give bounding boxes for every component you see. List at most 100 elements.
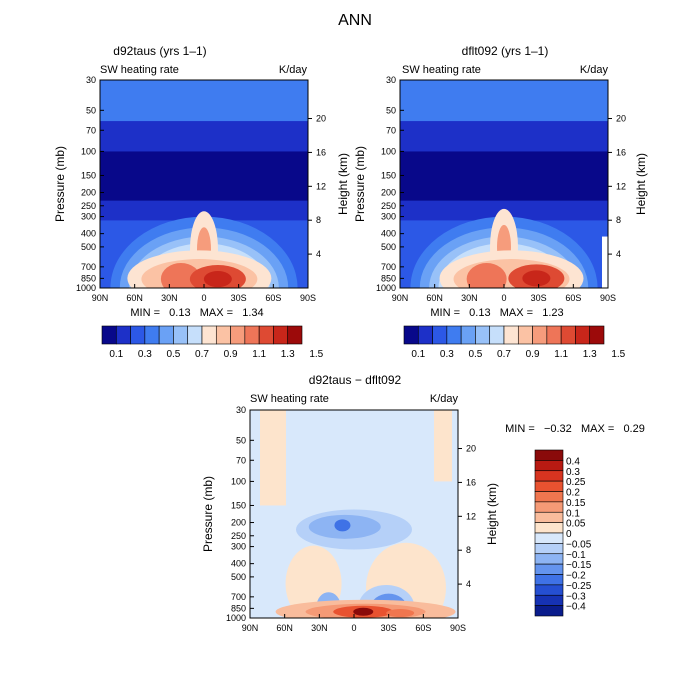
y-axis-label: Pressure (mb) [53, 146, 67, 222]
colorbar-label: −0.25 [566, 581, 592, 592]
contour-field [400, 80, 608, 288]
y-tick-label: 200 [381, 188, 396, 198]
y-axis-right: 20 16 12 8 4 [308, 114, 326, 259]
x-tick-label: 90N [92, 293, 109, 303]
y-right-tick-label: 20 [316, 114, 326, 124]
colorbar-swatch [187, 325, 203, 345]
panel-title: d92taus − dflt092 [309, 373, 402, 387]
colorbar-label: 0.3 [440, 349, 454, 360]
y-tick-label: 200 [81, 188, 96, 198]
y-tick-label: 1000 [76, 283, 96, 293]
strat-band [100, 80, 308, 122]
colorbar-swatch [503, 325, 519, 345]
x-tick-label: 90N [242, 623, 259, 633]
x-tick-label: 60N [426, 293, 443, 303]
x-tick-label: 60S [565, 293, 581, 303]
colorbar-swatch [215, 325, 231, 345]
y-tick-label: 50 [86, 105, 96, 115]
y-axis-label-right: Height (km) [336, 153, 350, 215]
colorbar-swatch [115, 325, 131, 345]
colorbar-label: −0.2 [566, 571, 586, 582]
colorbar: 0.1 0.3 0.5 0.7 0.9 1.1 1.3 1.5 [403, 325, 626, 360]
panel-subtitle-right: K/day [430, 393, 459, 405]
y-tick-label: 100 [231, 476, 246, 486]
y-right-tick-label: 16 [466, 477, 476, 487]
y-tick-label: 500 [231, 572, 246, 582]
y-axis-label: Pressure (mb) [201, 476, 215, 552]
colorbar-swatch [534, 449, 564, 461]
y-tick-label: 700 [231, 592, 246, 602]
y-tick-label: 1000 [376, 283, 396, 293]
x-tick-label: 30N [311, 623, 328, 633]
colorbar-label: 0.25 [566, 477, 586, 488]
stats-text: MIN = −0.32 MAX = 0.29 [505, 423, 645, 435]
y-right-tick-label: 12 [466, 511, 476, 521]
y-right-tick-label: 8 [616, 215, 621, 225]
colorbar-label: 0.5 [468, 349, 482, 360]
colorbar-swatch [534, 605, 564, 617]
x-tick-label: 0 [501, 293, 506, 303]
colorbar-label: 0.9 [224, 349, 238, 360]
stats-text: MIN = 0.13 MAX = 1.34 [130, 307, 263, 319]
y-right-tick-label: 16 [616, 147, 626, 157]
colorbar-label: 0.3 [566, 467, 580, 478]
x-tick-label: 30S [231, 293, 247, 303]
y-tick-label: 150 [81, 170, 96, 180]
y-tick-label: 30 [386, 75, 396, 85]
y-tick-label: 70 [236, 455, 246, 465]
x-tick-label: 60N [126, 293, 143, 303]
colorbar-label: 0.1 [109, 349, 123, 360]
y-tick-label: 1000 [226, 613, 246, 623]
panel-subtitle-left: SW heating rate [100, 64, 179, 76]
colorbar-label: 0.7 [195, 349, 209, 360]
colorbar-swatch [287, 325, 303, 345]
colorbar-label: 1.5 [309, 349, 323, 360]
colorbar: 0.40.30.250.20.150.10.050−0.05−0.1−0.15−… [534, 449, 592, 617]
y-right-tick-label: 4 [316, 249, 321, 259]
colorbar-swatch [417, 325, 433, 345]
colorbar-swatch [534, 522, 564, 534]
contour-field [100, 80, 308, 288]
y-tick-label: 300 [231, 542, 246, 552]
colorbar-swatch [534, 491, 564, 503]
y-tick-label: 50 [236, 435, 246, 445]
page-title: ANN [338, 12, 372, 29]
colorbar-swatch [273, 325, 289, 345]
missing-data [602, 236, 608, 288]
colorbar-swatch [173, 325, 189, 345]
contour-level [434, 410, 452, 482]
contour-level [334, 519, 351, 532]
y-right-tick-label: 4 [616, 249, 621, 259]
colorbar-swatch [475, 325, 491, 345]
colorbar-label: 1.1 [554, 349, 568, 360]
colorbar-swatch [244, 325, 260, 345]
panel-subtitle-left: SW heating rate [250, 393, 329, 405]
colorbar-label: −0.3 [566, 591, 586, 602]
x-tick-label: 90S [300, 293, 316, 303]
colorbar-swatch [534, 460, 564, 472]
colorbar-label: 0.5 [166, 349, 180, 360]
colorbar-swatch [560, 325, 576, 345]
strat-band [400, 80, 608, 122]
colorbar-swatch [130, 325, 146, 345]
y-tick-label: 850 [381, 273, 396, 283]
colorbar-swatch [230, 325, 246, 345]
strat-band [400, 121, 608, 152]
strat-band [100, 200, 308, 221]
x-tick-label: 30S [531, 293, 547, 303]
y-tick-label: 70 [386, 125, 396, 135]
colorbar-label: −0.05 [566, 539, 592, 550]
y-tick-label: 500 [381, 242, 396, 252]
x-tick-label: 90N [392, 293, 409, 303]
panel-difference: d92taus − dflt092 SW heating rate K/day … [201, 373, 645, 633]
y-right-tick-label: 12 [616, 181, 626, 191]
y-tick-label: 200 [231, 518, 246, 528]
colorbar-swatch [101, 325, 117, 345]
colorbar-swatch [158, 325, 174, 345]
colorbar-label: 0.1 [566, 508, 580, 519]
y-tick-label: 70 [86, 125, 96, 135]
colorbar-label: 1.3 [583, 349, 597, 360]
colorbar-label: 0.15 [566, 498, 586, 509]
panel-title: d92taus (yrs 1–1) [113, 44, 206, 58]
